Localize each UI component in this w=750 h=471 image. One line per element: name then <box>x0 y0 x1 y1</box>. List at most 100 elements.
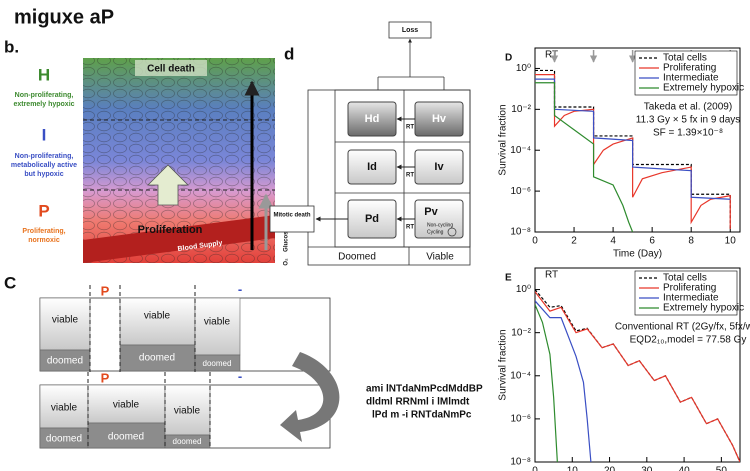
x-tick-label: 0 <box>532 236 538 247</box>
viable-box <box>194 297 241 356</box>
series-line <box>535 304 558 462</box>
legend-label: Intermediate <box>663 293 719 304</box>
panel-b: d Loss Hd Hv Id Iv Pd Pv RT RT RT Non-cy… <box>269 21 471 266</box>
compartment <box>347 149 397 185</box>
panel-letter: b. <box>4 37 19 56</box>
group-text: Non-proliferating, <box>15 92 74 99</box>
annotation: EQD2₁₀,model = 77.58 Gy <box>630 335 747 346</box>
doomed-box <box>39 349 91 372</box>
viable-box <box>39 384 89 429</box>
loss-label: Loss <box>402 27 418 34</box>
panel-a: b. H Non-proliferating, extremely hypoxi… <box>4 37 290 265</box>
column-label: Viable <box>426 252 454 263</box>
x-tick-label: 10 <box>567 466 579 471</box>
doomed-box <box>87 422 166 449</box>
rt-label: RT <box>406 173 414 179</box>
viable-label: viable <box>174 406 201 417</box>
group-letter: P <box>38 201 49 220</box>
panel-letter: D <box>505 53 512 64</box>
x-tick-label: 20 <box>604 466 616 471</box>
cell-death-label: Cell death <box>147 64 195 75</box>
figure-title: miguxe aP <box>14 6 114 28</box>
y-tick-label: 10⁻² <box>511 327 531 338</box>
doomed-label: doomed <box>173 437 202 446</box>
compartment <box>347 101 397 137</box>
column-header: P <box>101 283 110 298</box>
loss-box <box>388 21 432 39</box>
chart: D 10⁰ 10⁻² 10⁻⁴ 10⁻⁶ 10⁻⁸0 2 4 6 8 10 Time (Day) Sur… <box>498 47 744 260</box>
up-arrow <box>147 164 189 206</box>
rt-label: RT <box>406 125 414 131</box>
panel-letter: d <box>284 44 294 63</box>
group-letter: I <box>42 125 47 144</box>
y-tick-label: 10⁻⁸ <box>510 227 531 238</box>
mitotic-death-label: Mitotic death <box>274 213 311 219</box>
y-tick-label: 10⁻⁴ <box>510 145 531 156</box>
series-line <box>535 82 634 232</box>
compartment-label: Id <box>367 161 377 173</box>
doomed-label: doomed <box>139 353 175 364</box>
doomed-label: doomed <box>203 359 232 368</box>
legend-label: Extremely hypoxic <box>663 303 744 314</box>
x-tick-label: 40 <box>679 466 691 471</box>
doomed-label: doomed <box>47 356 83 367</box>
x-tick-label: 2 <box>571 236 577 247</box>
group-text: extremely hypoxic <box>13 101 74 108</box>
annotation: 11.3 Gy × 5 fx in 9 days <box>636 115 741 126</box>
viable-box <box>87 384 166 424</box>
legend-label: Proliferating <box>663 63 716 74</box>
annotation: SF = 1.39×10⁻⁸ <box>653 128 723 139</box>
x-tick-label: 8 <box>688 236 694 247</box>
viable-box <box>164 384 211 436</box>
y-tick-label: 10⁻⁶ <box>510 186 531 197</box>
compartment-label: Pv <box>424 206 438 218</box>
series-line <box>535 291 740 462</box>
rt-label: RT <box>406 225 414 231</box>
group-text: but hypoxic <box>24 171 63 178</box>
group-letter: H <box>38 65 50 84</box>
x-tick-label: 30 <box>641 466 653 471</box>
column-label: Doomed <box>338 252 376 263</box>
y-tick-label: 10⁻⁶ <box>510 414 531 425</box>
legend-label: Total cells <box>663 273 707 284</box>
legend-label: Intermediate <box>663 73 719 84</box>
panel-c: C P - viable doomed viable doomed viable… <box>4 273 483 449</box>
doomed-label: doomed <box>108 432 144 443</box>
column-header: - <box>238 281 242 296</box>
legend-label: Extremely hypoxic <box>663 83 744 94</box>
curved-arrow <box>280 352 340 442</box>
y-tick-label: 10⁻⁴ <box>510 370 531 381</box>
cycling-label: Cycling <box>427 229 444 235</box>
label-bg <box>135 60 207 76</box>
proliferation-label: Proliferation <box>138 224 203 236</box>
y-tick-label: 10⁻⁸ <box>510 457 531 468</box>
annotation: Takeda et al. (2009) <box>644 102 732 113</box>
x-tick-label: 4 <box>610 236 616 247</box>
y-tick-label: 10⁻² <box>511 104 531 115</box>
panel-letter: E <box>505 273 512 284</box>
y-tick-label: 10⁰ <box>516 63 531 74</box>
viable-label: viable <box>113 400 140 411</box>
legend-label: Total cells <box>663 53 707 64</box>
y-axis-label: Survival fraction <box>498 104 509 175</box>
rt-label: RT <box>545 270 558 281</box>
compartment-label: Iv <box>434 161 444 173</box>
viable-label: viable <box>52 315 79 326</box>
outer-frame <box>307 89 471 266</box>
panel-letter: C <box>4 273 16 292</box>
cycle-icon <box>447 227 457 237</box>
y-tick-label: 10⁰ <box>516 284 531 295</box>
doomed-box <box>164 434 211 449</box>
viable-box <box>119 297 196 346</box>
x-tick-label: 6 <box>649 236 655 247</box>
x-tick-label: 10 <box>725 236 737 247</box>
viable-label: viable <box>144 311 171 322</box>
non-cycling-label: Non-cycling <box>427 222 453 228</box>
mitotic-death-box <box>269 205 315 233</box>
rt-label: RT <box>545 50 558 61</box>
group-text: normoxic <box>28 237 60 244</box>
group-text: Proliferating, <box>22 228 65 235</box>
viable-label: viable <box>204 317 231 328</box>
compartment-label: Hd <box>365 113 380 125</box>
caption-line: lPd m -i RNTdaNmPc <box>372 410 472 421</box>
